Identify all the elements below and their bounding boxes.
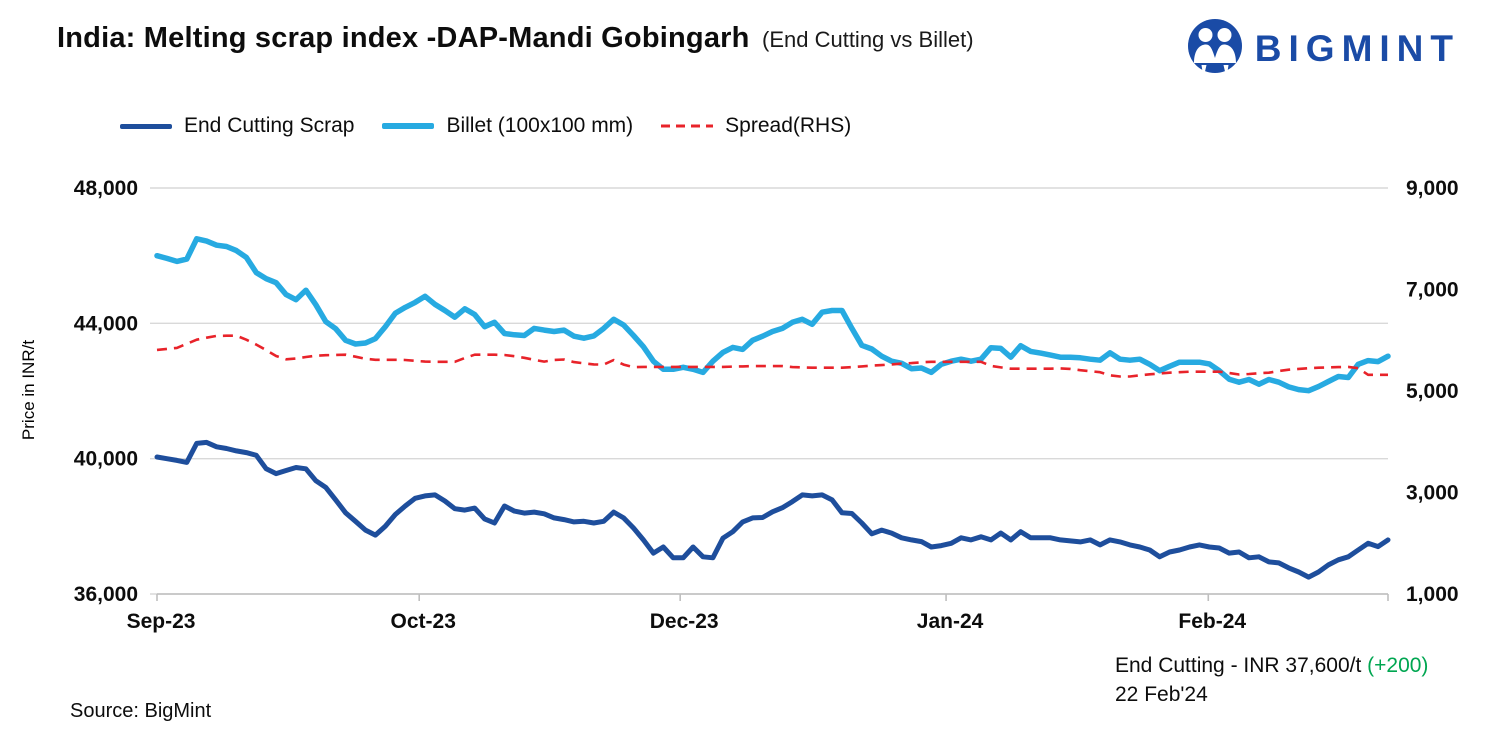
y-axis-tick-label-right: 3,000 xyxy=(1406,482,1459,505)
chart-legend: End Cutting Scrap Billet (100x100 mm) Sp… xyxy=(120,114,851,138)
y-axis-tick-label-left: 40,000 xyxy=(74,448,138,471)
y-axis-tick-label-left: 48,000 xyxy=(74,177,138,200)
x-axis-tick-label: Feb-24 xyxy=(1178,610,1246,633)
x-axis-tick-label: Dec-23 xyxy=(650,610,719,633)
series-line-billet-100x100-mm- xyxy=(154,236,1391,394)
legend-label: Billet (100x100 mm) xyxy=(446,114,634,137)
legend-swatch-end-cutting xyxy=(120,123,172,129)
brand-logo: BIGMINT xyxy=(1187,18,1460,80)
annotation-change: (+200) xyxy=(1367,654,1429,677)
y-axis-tick-label-right: 7,000 xyxy=(1406,279,1459,302)
legend-item-billet: Billet (100x100 mm) xyxy=(382,114,633,138)
x-axis-tick-label: Jan-24 xyxy=(917,610,984,633)
series-line-spread-rhs- xyxy=(156,334,1388,378)
annotation-price: End Cutting - INR 37,600/t xyxy=(1115,654,1368,677)
legend-item-end-cutting: End Cutting Scrap xyxy=(120,114,354,138)
brand-name: BIGMINT xyxy=(1254,28,1460,69)
page-subtitle: (End Cutting vs Billet) xyxy=(762,27,974,52)
page-title: India: Melting scrap index -DAP-Mandi Go… xyxy=(57,22,750,54)
series-line-end-cutting-scrap xyxy=(154,439,1391,580)
annotation-line1: End Cutting - INR 37,600/t (+200) xyxy=(1115,652,1428,681)
legend-swatch-spread-dashed-icon xyxy=(661,124,714,128)
chart-header: India: Melting scrap index -DAP-Mandi Go… xyxy=(57,22,974,55)
legend-label: End Cutting Scrap xyxy=(184,114,355,137)
legend-item-spread: Spread(RHS) xyxy=(661,114,851,138)
y-axis-tick-label-left: 44,000 xyxy=(74,312,138,335)
latest-price-annotation: End Cutting - INR 37,600/t (+200) 22 Feb… xyxy=(1115,652,1428,710)
bigmint-logo-icon xyxy=(1187,19,1242,78)
legend-swatch-billet xyxy=(382,123,435,129)
y-axis-title: Price in INR/t xyxy=(19,339,38,441)
x-axis-tick-label: Sep-23 xyxy=(127,610,196,633)
x-axis-tick-label: Oct-23 xyxy=(391,610,456,633)
annotation-date: 22 Feb'24 xyxy=(1115,682,1208,706)
legend-label: Spread(RHS) xyxy=(725,114,852,137)
y-axis-tick-label-right: 1,000 xyxy=(1406,583,1459,606)
y-axis-tick-label-right: 5,000 xyxy=(1406,380,1459,403)
y-axis-tick-label-left: 36,000 xyxy=(74,583,138,606)
source-note: Source: BigMint xyxy=(70,700,212,722)
y-axis-tick-label-right: 9,000 xyxy=(1406,177,1459,200)
